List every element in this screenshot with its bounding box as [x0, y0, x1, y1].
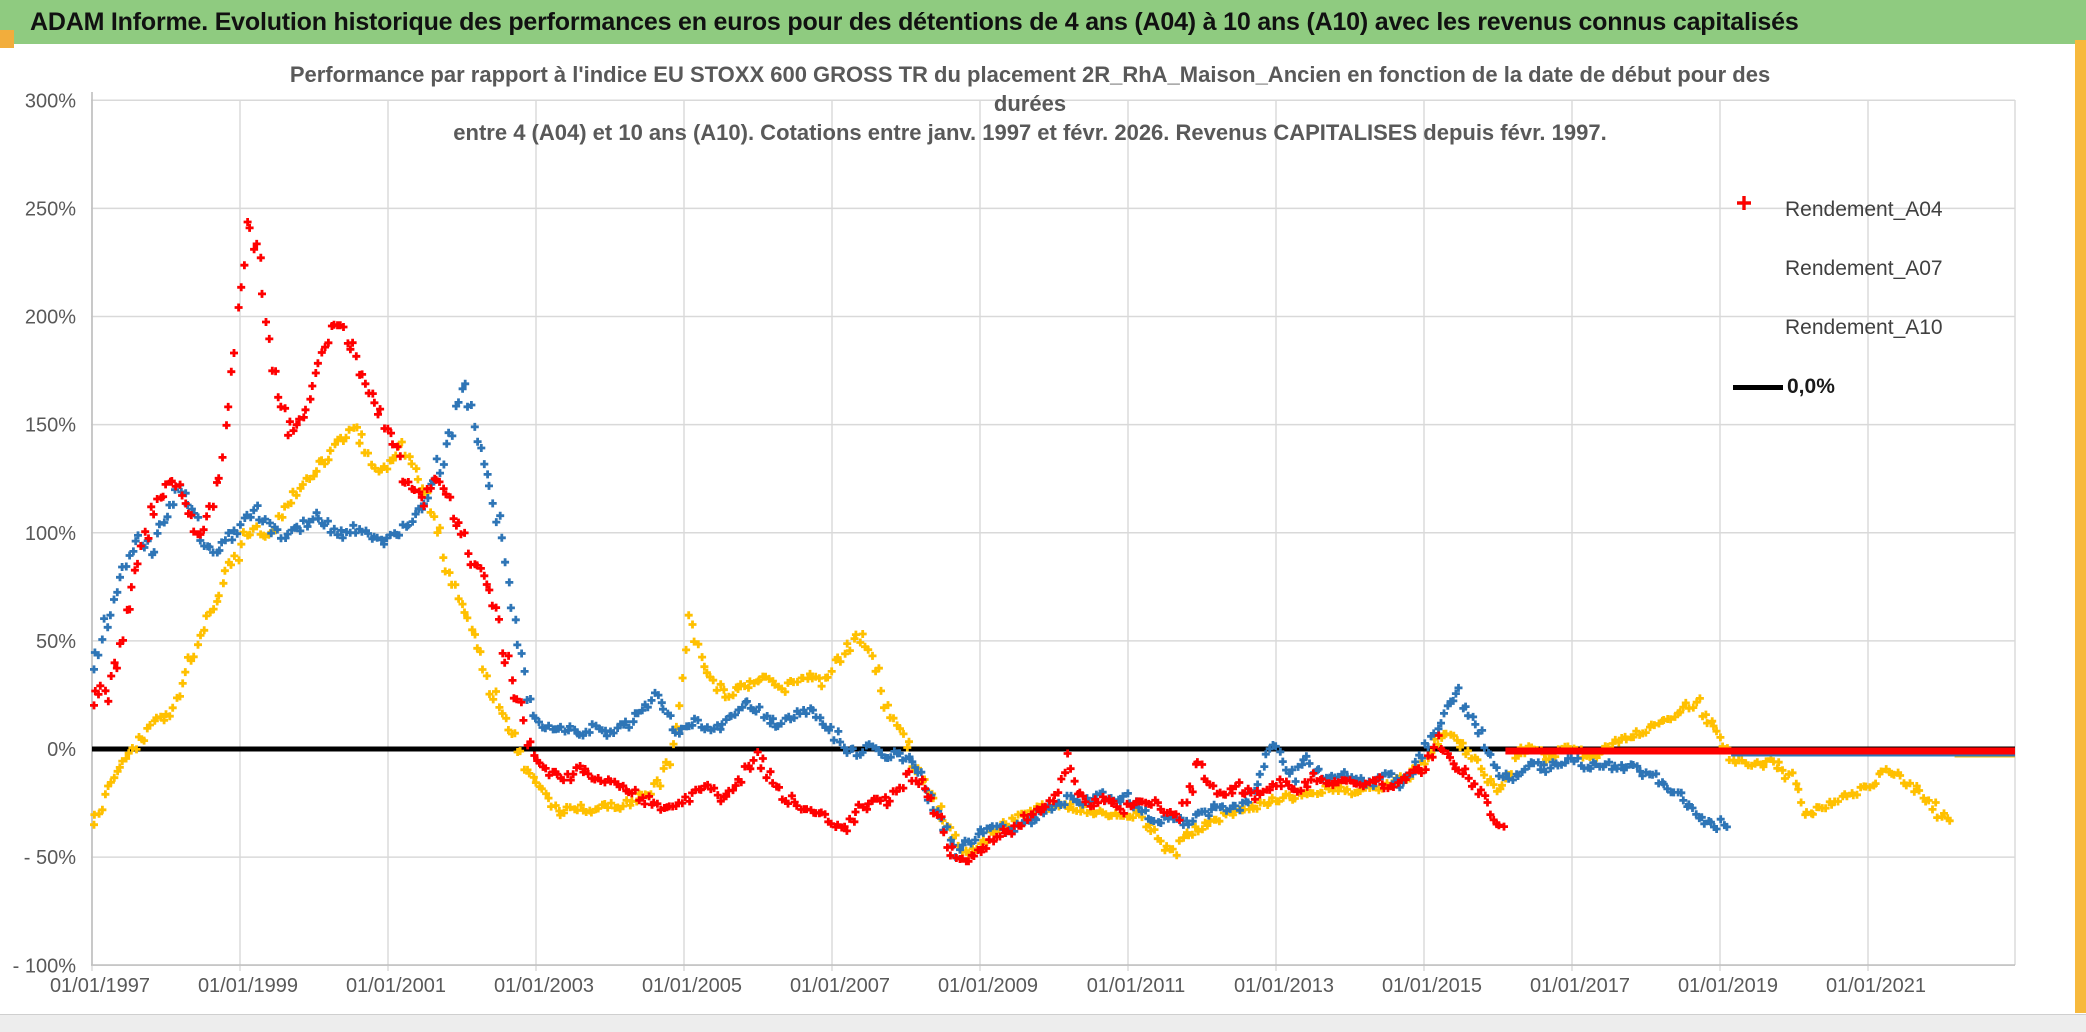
y-tick-label: 300%	[25, 90, 76, 112]
chart-title-line3: entre 4 (A04) et 10 ans (A10). Cotations…	[453, 120, 1607, 145]
legend-label: Rendement_A07	[1785, 257, 1943, 280]
x-tick-label: 01/01/2021	[1826, 975, 1926, 997]
legend-label: Rendement_A10	[1785, 316, 1943, 339]
series-rendement_a07	[90, 379, 1731, 862]
legend-label: 0,0%	[1787, 375, 1835, 398]
banner-title: ADAM Informe. Evolution historique des p…	[30, 7, 1799, 36]
x-tick-label: 01/01/2007	[790, 975, 890, 997]
x-tick-label: 01/01/2017	[1530, 975, 1630, 997]
gold-accent-right	[2075, 40, 2086, 1013]
legend-item-rendement-a04[interactable]: Rendement_A04	[1733, 192, 2033, 228]
x-tick-label: 01/01/1997	[50, 975, 150, 997]
legend-item-rendement-a07[interactable]: Rendement_A07	[1733, 196, 2033, 287]
chart-title-line1: Performance par rapport à l'indice EU ST…	[289, 62, 1771, 87]
chart-title-line2: durées	[993, 91, 1067, 116]
zero-line-swatch-icon	[1733, 384, 1785, 390]
x-tick-label: 01/01/2009	[938, 975, 1038, 997]
x-tick-label: 01/01/2001	[346, 975, 446, 997]
y-tick-label: 200%	[25, 307, 76, 329]
y-tick-label: 50%	[36, 631, 76, 653]
y-tick-label: 150%	[25, 415, 76, 437]
bottom-strip	[0, 1014, 2086, 1032]
legend-label: Rendement_A04	[1785, 198, 1943, 221]
gold-accent-left	[0, 30, 14, 48]
x-tick-label: 01/01/2015	[1382, 975, 1482, 997]
x-tick-label: 01/01/2013	[1234, 975, 1334, 997]
title-banner: ADAM Informe. Evolution historique des p…	[0, 0, 2086, 46]
series-rendement_a10	[90, 218, 1508, 866]
y-tick-label: 250%	[25, 198, 76, 220]
x-tick-label: 01/01/1999	[198, 975, 298, 997]
legend-item-rendement-a10[interactable]: Rendement_A10	[1733, 196, 2033, 346]
legend-item-zero-line[interactable]: 0,0%	[1733, 369, 2033, 405]
y-tick-label: 0%	[47, 739, 76, 761]
x-tick-label: 01/01/2011	[1087, 975, 1186, 997]
chart-legend: Rendement_A04 Rendement_A07 Rendement_A1…	[1733, 192, 2033, 428]
x-tick-label: 01/01/2019	[1678, 975, 1778, 997]
y-tick-label: 100%	[25, 523, 76, 545]
chart-title: Performance par rapport à l'indice EU ST…	[180, 60, 1880, 147]
x-tick-label: 01/01/2003	[494, 975, 594, 997]
x-tick-label: 01/01/2005	[642, 975, 742, 997]
y-tick-label: - 100%	[13, 955, 77, 977]
y-tick-label: - 50%	[24, 847, 76, 869]
